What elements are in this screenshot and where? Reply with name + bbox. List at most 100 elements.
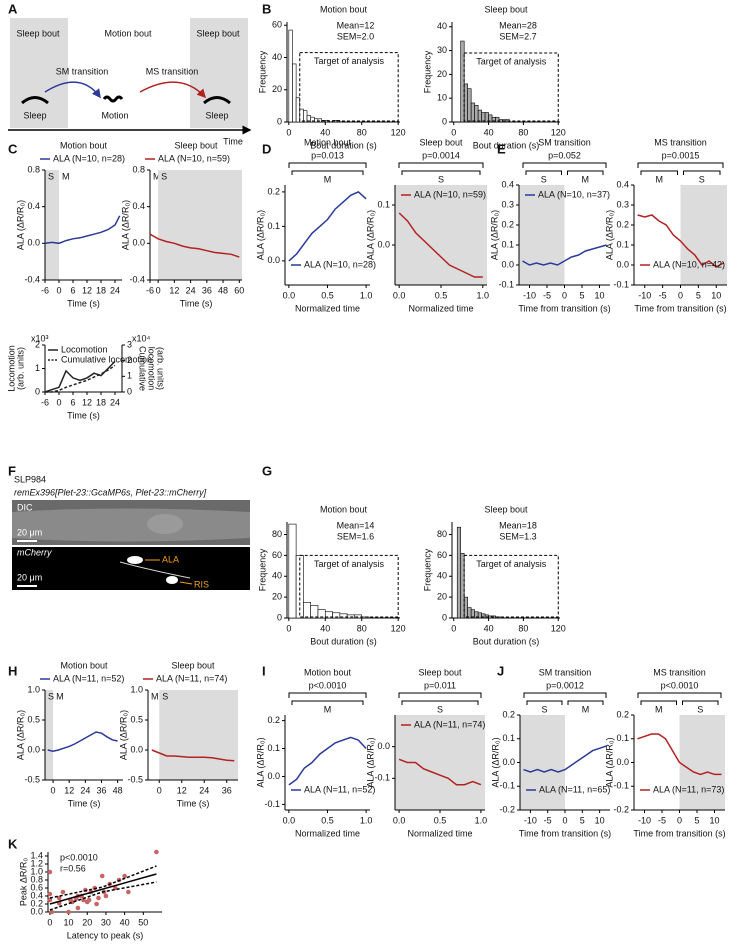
channel-label: DIC: [17, 502, 33, 512]
x-tick-label: 0: [156, 285, 161, 295]
panel-label: J: [497, 663, 504, 678]
y2-tick-label: 3: [127, 339, 132, 349]
region-label: S: [48, 171, 54, 181]
bout-label: Motion bout: [104, 28, 152, 38]
x-tick-label: 12: [82, 285, 92, 295]
bar: [292, 63, 297, 123]
x-tick-label: 0: [451, 623, 456, 633]
x-axis-label: Normalized time: [295, 303, 360, 313]
y-axis-label: ALA (ΔR/R₀): [118, 710, 128, 760]
sub-bracket: [291, 170, 364, 175]
legend-label: Cumulative locomotion: [61, 354, 152, 364]
sub-bracket: [526, 700, 563, 705]
y2-tick-label: 2: [127, 355, 132, 365]
legend-label: ALA (N=11, n=74): [156, 673, 227, 683]
x-tick-label: -5: [544, 815, 552, 825]
bar: [460, 553, 465, 619]
y-scale-label: x10³: [31, 333, 49, 343]
line: [49, 865, 157, 899]
x-axis-label: Bout duration (s): [473, 636, 540, 646]
state-label: Sleep: [23, 110, 46, 120]
bar: [303, 110, 308, 123]
bar: [463, 596, 468, 619]
sub-bracket: [291, 700, 364, 705]
x-tick-label: -6: [41, 285, 49, 295]
point: [66, 909, 71, 915]
y-tick-label: 0.8: [132, 164, 145, 174]
target-label: Target of analysis: [476, 56, 547, 66]
y-tick-label: 0: [277, 612, 282, 622]
x-tick-label: -6: [41, 397, 49, 407]
y-tick-label: 0.2: [30, 898, 43, 908]
bar: [295, 97, 301, 123]
y-axis-label: ALA (ΔR/R₀): [15, 710, 25, 760]
y-tick-label: 0.8: [27, 164, 40, 174]
y-tick-label: 1.0: [27, 684, 40, 694]
pharynx: [147, 514, 183, 534]
y-tick-label: 0.0: [377, 741, 390, 751]
bar: [470, 102, 475, 123]
sub-bracket: [567, 170, 604, 175]
y-tick-label: 80: [437, 529, 447, 539]
y-tick-label: -0.1: [613, 279, 629, 289]
y-tick-label: 0.0: [27, 744, 40, 754]
sub-label: M: [324, 704, 332, 714]
region: [53, 690, 123, 780]
x-tick-label: 24: [110, 285, 120, 295]
x-tick-label: 80: [518, 623, 528, 633]
bar: [474, 105, 479, 123]
state-label: Sleep: [205, 110, 228, 120]
p-value: p<0.0010: [309, 680, 347, 690]
line: [44, 360, 116, 393]
point: [103, 893, 109, 899]
y-tick-label: -0.5: [127, 774, 143, 784]
x-tick-label: 0.0: [393, 815, 406, 825]
y-tick-label: 0.1: [267, 743, 280, 753]
p-value: p<0.0010: [661, 680, 699, 690]
region: [148, 690, 159, 780]
panel-label: D: [262, 141, 271, 156]
x-tick-label: 48: [113, 785, 123, 795]
bracket: [637, 162, 724, 168]
chart-title: Sleep bout: [419, 137, 463, 147]
chart-title: SM transition: [538, 137, 591, 147]
x-axis-label: Bout duration (s): [310, 140, 377, 150]
y-tick-label: 0.6: [30, 882, 43, 892]
x-tick-label: -6: [146, 285, 154, 295]
bar: [467, 88, 472, 123]
y-tick-label: 1.0: [30, 866, 43, 876]
x-axis-label: Time from transition (s): [633, 828, 725, 838]
legend-label: ALA (N=10, n=59): [158, 153, 230, 163]
y-tick-label: 0.2: [502, 709, 515, 719]
x-tick-label: 24: [80, 785, 90, 795]
stat: Mean=12: [337, 20, 375, 30]
x-axis-label: Time (s): [180, 298, 213, 308]
line: [49, 881, 157, 911]
x-tick-label: 0.5: [434, 815, 447, 825]
line: [149, 233, 240, 258]
y-tick-label: 0.4: [501, 179, 514, 189]
y-tick-label: -0.4: [24, 274, 40, 284]
x-tick-label: 36: [96, 785, 106, 795]
bar: [346, 614, 355, 619]
p-value: p=0.0014: [422, 150, 460, 160]
x-tick-label: 0: [56, 397, 61, 407]
x-tick-label: 0: [56, 285, 61, 295]
bar: [484, 614, 489, 619]
x-axis-label: Time (s): [68, 798, 101, 808]
worm-body: [12, 508, 250, 542]
x-tick-label: 18: [96, 285, 106, 295]
y-tick-label: 0.5: [130, 714, 143, 724]
y2-axis-label: locomotion: [147, 347, 157, 391]
stat: SEM=2.0: [337, 31, 374, 41]
x-axis-label: Bout duration (s): [473, 140, 540, 150]
line: [288, 191, 367, 262]
line: [49, 873, 157, 905]
x-tick-label: 120: [391, 127, 406, 137]
point: [47, 891, 53, 897]
x-axis-label: Normalized time: [407, 828, 472, 838]
y-tick-label: 0.0: [130, 744, 143, 754]
target-box: [463, 52, 559, 122]
x-tick-label: 0: [286, 127, 291, 137]
